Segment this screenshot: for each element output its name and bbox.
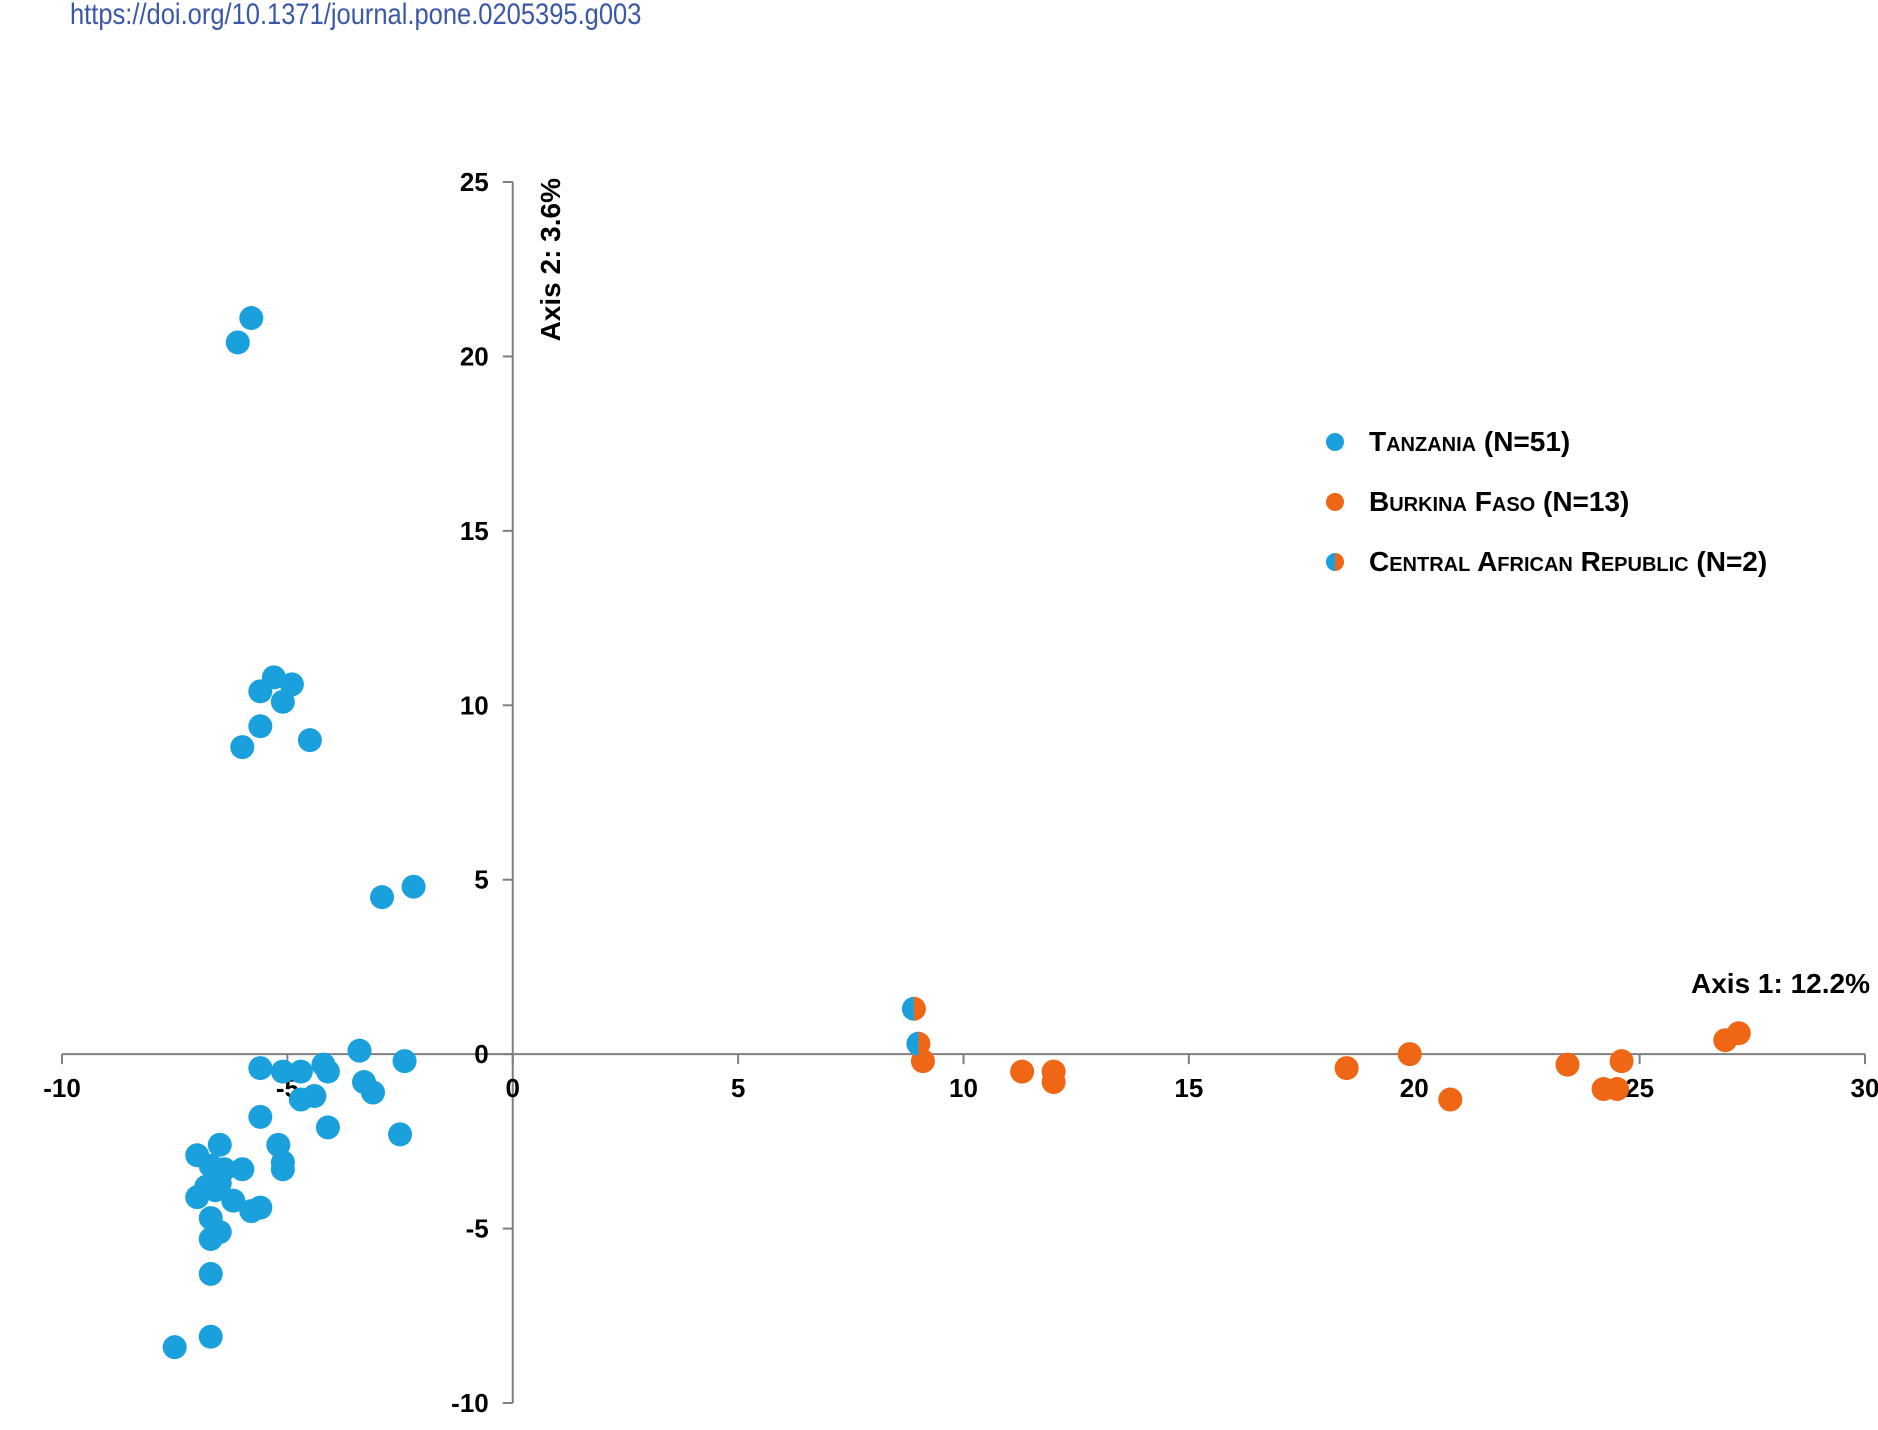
- x-tick-label: 15: [1174, 1073, 1203, 1103]
- data-point-series-1: [1438, 1087, 1463, 1112]
- data-point-series-0: [198, 1227, 223, 1252]
- x-axis-label: Axis 1: 12.2%: [1691, 968, 1870, 999]
- data-point-series-0: [248, 679, 273, 704]
- data-point-series-0: [230, 1157, 255, 1182]
- data-point-series-1: [1010, 1059, 1035, 1084]
- x-tick-label: 5: [731, 1073, 745, 1103]
- data-point-series-1: [1609, 1049, 1634, 1074]
- data-point-series-1: [1605, 1077, 1630, 1102]
- data-point-series-1: [1334, 1056, 1359, 1081]
- data-point-series-0: [270, 689, 295, 714]
- data-point-series-0: [239, 306, 264, 331]
- data-point-series-0: [207, 1132, 232, 1157]
- legend-label: Burkina Faso (N=13): [1369, 486, 1629, 517]
- y-tick-label: 5: [474, 865, 488, 895]
- data-point-series-0: [347, 1038, 372, 1063]
- data-point-series-0: [270, 1157, 295, 1182]
- data-point-series-0: [288, 1059, 313, 1084]
- data-point-series-0: [225, 330, 250, 355]
- doi-link[interactable]: https://doi.org/10.1371/journal.pone.020…: [70, 0, 642, 31]
- y-tick-label: 0: [474, 1039, 488, 1069]
- x-tick-label: 0: [506, 1073, 520, 1103]
- data-point-series-0: [302, 1084, 327, 1109]
- data-point-series-0: [248, 1195, 273, 1220]
- data-point-series-1: [1397, 1042, 1422, 1067]
- x-tick-label: 10: [949, 1073, 978, 1103]
- data-point-series-0: [248, 1104, 273, 1129]
- data-point-series-0: [315, 1115, 340, 1140]
- data-point-series-0: [162, 1335, 187, 1360]
- y-tick-label: -5: [466, 1214, 489, 1244]
- x-tick-label: 30: [1851, 1073, 1878, 1103]
- y-tick-label: 20: [460, 341, 489, 371]
- data-point-series-0: [270, 1059, 295, 1084]
- data-point-series-0: [297, 728, 322, 753]
- data-point-series-2: [906, 1031, 931, 1056]
- data-point-series-0: [230, 735, 255, 760]
- data-point-series-0: [388, 1122, 413, 1147]
- axes: [61, 181, 1866, 1404]
- legend-marker: [1326, 493, 1344, 511]
- data-point-series-0: [198, 1324, 223, 1349]
- data-point-series-1: [1041, 1070, 1066, 1095]
- legend-marker: [1326, 553, 1344, 571]
- data-point-series-2: [901, 996, 926, 1021]
- data-point-series-0: [221, 1188, 246, 1213]
- y-tick-label: -10: [451, 1388, 489, 1418]
- data-point-series-0: [392, 1049, 417, 1074]
- data-point-series-0: [248, 1056, 273, 1081]
- data-point-series-0: [315, 1059, 340, 1084]
- x-tick-label: 20: [1400, 1073, 1429, 1103]
- data-point-series-0: [361, 1080, 386, 1105]
- legend-label: Tanzania (N=51): [1369, 426, 1570, 457]
- legend: Tanzania (N=51) Burkina Faso (N=13) Centra…: [1326, 426, 1767, 577]
- y-tick-label: 25: [460, 167, 489, 197]
- data-point-series-0: [248, 714, 273, 739]
- x-tick-label: -10: [43, 1073, 81, 1103]
- data-point-series-1: [1726, 1021, 1751, 1046]
- data-point-series-0: [198, 1261, 223, 1286]
- y-axis-label: Axis 2: 3.6%: [535, 178, 566, 342]
- y-tick-label: 10: [460, 690, 489, 720]
- data-point-series-0: [185, 1185, 210, 1210]
- legend-label: Central African Republic (N=2): [1369, 546, 1767, 577]
- data-points: [162, 306, 1751, 1360]
- data-point-series-0: [203, 1178, 228, 1203]
- data-point-series-0: [401, 874, 426, 899]
- legend-marker: [1326, 433, 1344, 451]
- data-point-series-1: [1555, 1052, 1580, 1077]
- data-point-series-0: [370, 885, 395, 910]
- x-tick-label: 25: [1625, 1073, 1654, 1103]
- y-tick-label: 15: [460, 516, 489, 546]
